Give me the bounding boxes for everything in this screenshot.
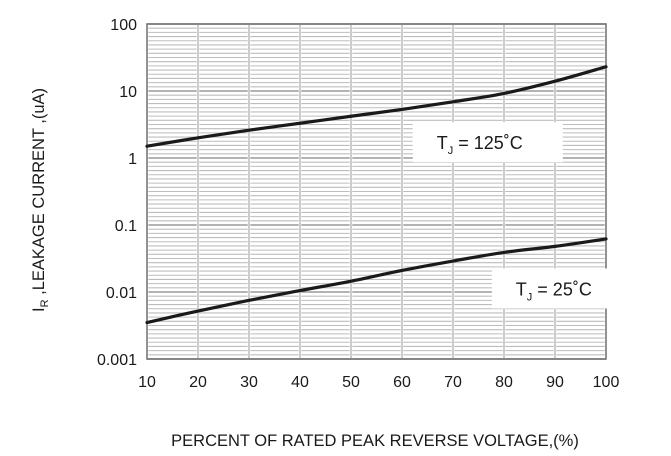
curve-label-subscript: J	[527, 291, 533, 303]
x-tick-label: 100	[593, 374, 620, 391]
x-tick-label: 90	[546, 374, 564, 391]
x-tick-label: 60	[393, 374, 411, 391]
x-axis-ticks: 10 20 30 40 50 60 70 80 90 100	[138, 374, 619, 391]
y-tick-label: 0.01	[106, 285, 137, 302]
y-axis-title-subscript: R	[39, 299, 51, 307]
y-tick-label: 10	[119, 84, 137, 101]
y-axis-ticks: 0.001 0.01 0.1 1 10 100	[97, 17, 137, 369]
y-tick-label: 0.001	[97, 352, 137, 369]
x-tick-label: 50	[342, 374, 360, 391]
series	[145, 65, 608, 325]
x-tick-label: 10	[138, 374, 156, 391]
curve-label-suffix: = 25˚C	[532, 279, 592, 299]
x-axis-title: PERCENT OF RATED PEAK REVERSE VOLTAGE,(%…	[171, 432, 579, 450]
y-tick-label: 1	[128, 151, 137, 168]
curve-label-background	[491, 268, 632, 309]
y-axis-title: IR ,LEAKAGE CURRENT ,(uA)	[30, 88, 51, 312]
x-tick-label: 20	[189, 374, 207, 391]
curve-label-prefix: T	[437, 133, 448, 153]
plot-border	[146, 23, 607, 360]
curve-labels: TJ = 125˚CTJ = 25˚C	[412, 122, 632, 309]
y-axis-title-text: ,LEAKAGE CURRENT ,(uA)	[30, 88, 48, 300]
curve-label-suffix: = 125˚C	[453, 133, 523, 153]
grid	[145, 23, 608, 360]
curve-label-subscript: J	[448, 145, 454, 157]
series-line-tj-125c	[145, 65, 608, 148]
curve-label-tj-125c: TJ = 125˚C	[412, 122, 563, 163]
x-tick-label: 40	[291, 374, 309, 391]
x-tick-label: 30	[240, 374, 258, 391]
x-tick-label: 70	[444, 374, 462, 391]
y-tick-label: 0.1	[115, 218, 137, 235]
plot-frame	[146, 23, 607, 360]
curve-label-text: TJ = 25˚C	[516, 279, 592, 303]
y-axis-title-symbol: I	[30, 307, 48, 312]
curve-label-background	[412, 122, 563, 163]
x-tick-label: 80	[495, 374, 513, 391]
series-line-tj-25c	[145, 237, 608, 325]
y-tick-label: 100	[110, 17, 137, 34]
curve-label-prefix: T	[516, 279, 527, 299]
curve-label-text: TJ = 125˚C	[437, 133, 523, 157]
curve-label-tj-25c: TJ = 25˚C	[491, 268, 632, 309]
